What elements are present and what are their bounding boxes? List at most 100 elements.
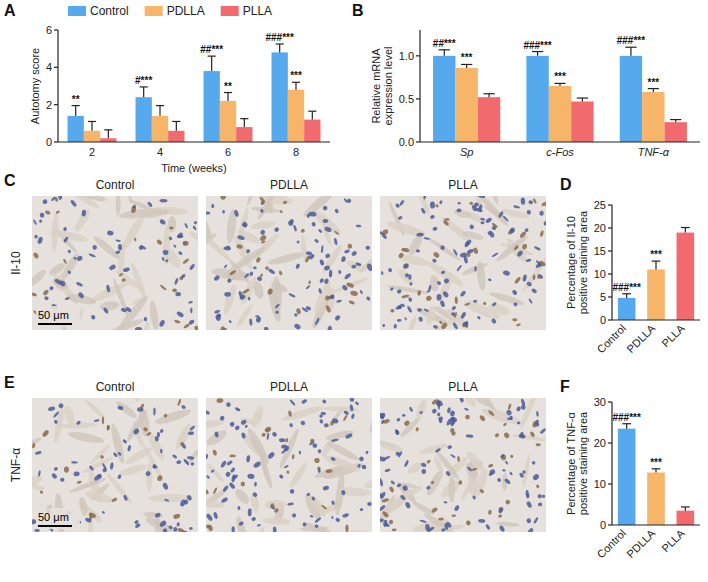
tissue-fiber [148,300,160,330]
nucleus [289,218,295,224]
nucleus [324,423,329,428]
error-cap [625,47,636,48]
nucleus [488,278,492,281]
micrograph [380,398,546,532]
y-axis-title-line: positive staining area [577,210,589,314]
nucleus [404,317,408,321]
nucleus [251,516,256,521]
tissue-fiber [363,476,372,490]
nucleus [513,245,519,251]
micrograph [206,196,372,330]
nucleus [500,453,506,459]
error-cap [140,86,148,87]
nucleus [187,456,195,460]
tissue-fiber [424,468,446,498]
nucleus [37,236,44,244]
nucleus [399,494,406,501]
nucleus [162,528,167,532]
nucleus [206,211,210,214]
nucleus [380,504,386,512]
tissue-fiber [256,196,277,221]
tissue-fiber [431,314,461,330]
y-tick-label: 0.5 [399,93,414,105]
tissue-fiber [463,461,480,482]
tissue-fiber [67,430,105,446]
nucleus [224,292,231,297]
error-cap [208,56,216,57]
error-bar [681,507,690,511]
column-title: Control [96,178,135,192]
nucleus [117,405,124,411]
nucleus [402,414,406,417]
nucleus [234,425,240,431]
y-axis-title: Percentage of TNF-αpositive staining are… [565,411,589,515]
nucleus [469,224,474,229]
error-bar [652,261,661,269]
nucleus [477,196,485,199]
y-tick [608,273,612,274]
nucleus [512,318,517,321]
nucleus [498,514,502,518]
tissue-fiber [234,515,250,532]
nucleus [293,323,301,330]
nucleus [71,461,78,464]
nucleus [238,290,244,298]
nucleus [123,494,128,501]
nucleus [287,502,294,506]
tissue-fiber [434,448,462,481]
nucleus [169,226,173,229]
x-tick-label: 2 [89,146,95,158]
scale-bar [38,323,72,325]
tissue-fiber [325,439,361,463]
nucleus [211,204,214,208]
nucleus [415,427,419,432]
nucleus [404,272,410,278]
tissue-fiber [437,275,454,301]
nucleus [162,482,169,491]
nucleus [365,245,370,250]
significance-label: ###*** [266,32,294,43]
error-stem [244,119,245,127]
nucleus [455,296,458,304]
nucleus [176,522,180,527]
nucleus [305,285,310,290]
panel-letter: A [4,2,16,19]
nucleus [159,218,167,225]
nucleus [509,227,516,235]
nucleus [347,243,353,249]
nucleus [188,431,195,435]
nucleus [247,297,250,301]
nucleus [229,270,237,276]
nucleus [321,245,324,253]
nucleus [532,275,535,281]
nucleus [491,302,497,307]
nucleus [152,465,157,469]
nucleus [346,198,351,203]
nucleus [380,412,385,419]
tissue-fiber [409,196,432,216]
tissue-fiber [118,463,147,478]
nucleus [147,201,153,208]
tissue-fiber [453,208,472,219]
nucleus [435,448,442,454]
error-stem [211,56,212,71]
image-grid: Control50 μmPDLLAPLLATNF-α [9,373,551,574]
nucleus [190,307,193,313]
column-title: Control [96,380,135,394]
nucleus [145,470,152,477]
nucleus [519,432,524,438]
nucleus [458,480,462,485]
nucleus [380,518,384,522]
tissue-fiber [324,406,360,413]
nucleus [384,523,390,528]
nucleus [158,319,165,327]
nucleus [431,408,438,415]
nucleus [329,270,333,278]
nucleus [322,219,328,223]
nucleus [314,317,320,325]
nucleus [286,470,290,474]
tissue-fiber [265,500,287,510]
nucleus [291,513,297,519]
nucleus [445,470,451,476]
nucleus [417,290,422,296]
